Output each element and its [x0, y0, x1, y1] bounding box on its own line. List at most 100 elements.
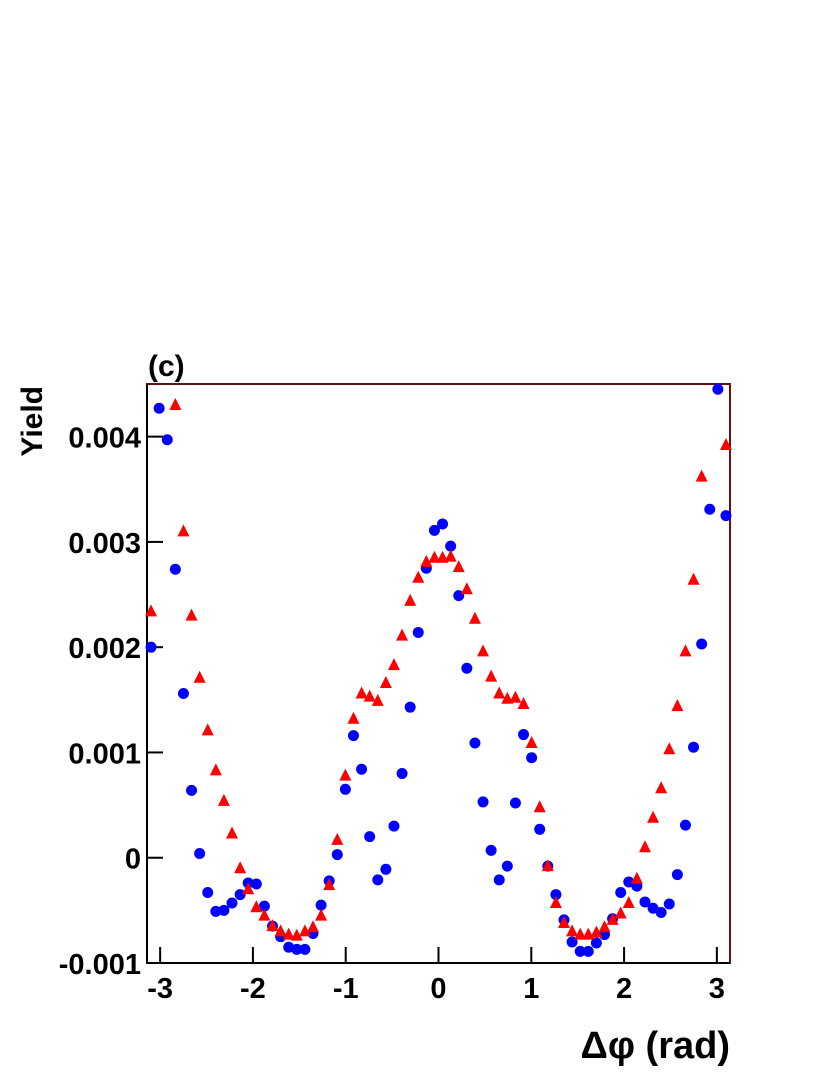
y-tick-label: 0.003 [68, 528, 141, 560]
data-point [671, 699, 684, 712]
data-point [469, 737, 481, 749]
x-tick-label: -2 [240, 973, 266, 1005]
data-point [388, 820, 400, 832]
data-point [266, 919, 279, 932]
data-point [404, 701, 416, 713]
y-axis-label: Yield [16, 386, 49, 457]
data-point [549, 895, 562, 908]
x-tick-label: 2 [616, 973, 632, 1005]
data-point [250, 900, 263, 913]
data-point [501, 691, 514, 704]
data-point [720, 510, 732, 522]
data-point [347, 730, 359, 742]
data-point [509, 690, 522, 703]
data-point [574, 927, 587, 940]
x-tick-label: 1 [523, 973, 539, 1005]
data-point [371, 693, 384, 706]
data-point [298, 924, 311, 937]
data-point [541, 859, 554, 872]
data-point [493, 686, 506, 699]
data-point [250, 878, 262, 890]
data-point [493, 874, 505, 886]
x-tick-label: 3 [709, 973, 725, 1005]
x-tick-label: 0 [430, 973, 446, 1005]
data-point [509, 797, 521, 809]
data-point [177, 688, 189, 700]
data-point [145, 641, 157, 653]
data-point [209, 763, 222, 776]
plot-frame [146, 383, 731, 964]
data-point [445, 540, 457, 552]
data-point [477, 796, 489, 808]
data-point [614, 906, 627, 919]
data-point [186, 784, 198, 796]
data-point [663, 898, 675, 910]
data-point [517, 697, 530, 710]
data-point [412, 570, 425, 583]
data-point [550, 889, 562, 901]
data-point [485, 669, 498, 682]
data-point [372, 874, 384, 886]
data-point [356, 763, 368, 775]
data-point [274, 924, 287, 937]
data-point [712, 383, 724, 395]
data-point [412, 626, 424, 638]
data-point [566, 924, 579, 937]
data-point [218, 904, 230, 916]
data-point [598, 920, 611, 933]
y-tick-label: 0.002 [68, 633, 141, 665]
data-point [202, 886, 214, 898]
data-point [234, 889, 246, 901]
data-point [663, 742, 676, 755]
x-axis-label: Δφ (rad) [581, 1025, 731, 1067]
data-point [226, 826, 239, 839]
data-point [258, 908, 271, 921]
data-point [679, 819, 691, 831]
data-point [420, 554, 433, 567]
data-point [161, 434, 173, 446]
data-point [518, 729, 530, 741]
data-point [323, 878, 336, 891]
data-point [687, 572, 700, 585]
data-point [299, 943, 311, 955]
data-point [169, 563, 181, 575]
data-point [671, 869, 683, 881]
data-point [355, 686, 368, 699]
y-tick-label: 0 [125, 844, 141, 876]
data-point [630, 871, 643, 884]
data-point [437, 518, 449, 530]
data-point [193, 670, 206, 683]
data-point [695, 469, 708, 482]
data-point [387, 658, 400, 671]
y-tick-label: 0.001 [68, 738, 141, 770]
data-point [623, 876, 635, 888]
y-tick-label: 0.004 [68, 423, 141, 455]
data-point [582, 945, 594, 957]
data-point [461, 662, 473, 674]
data-point [655, 906, 667, 918]
data-point [242, 882, 255, 895]
data-point [428, 550, 441, 563]
data-point [696, 638, 708, 650]
data-point [533, 800, 546, 813]
data-point [226, 897, 238, 909]
data-point [169, 398, 182, 411]
data-point [194, 848, 206, 860]
data-point [258, 900, 270, 912]
data-point [331, 849, 343, 861]
data-point [339, 783, 351, 795]
x-tick-label: -3 [147, 973, 173, 1005]
data-point [574, 945, 586, 957]
data-point [315, 899, 327, 911]
data-point [380, 863, 392, 875]
data-point [639, 896, 651, 908]
data-point [396, 628, 409, 641]
data-point [501, 860, 513, 872]
data-point [638, 840, 651, 853]
data-point [145, 604, 158, 617]
data-point [315, 908, 328, 921]
data-point [590, 925, 603, 938]
data-point [485, 844, 497, 856]
data-point [525, 735, 538, 748]
data-point [655, 781, 668, 794]
